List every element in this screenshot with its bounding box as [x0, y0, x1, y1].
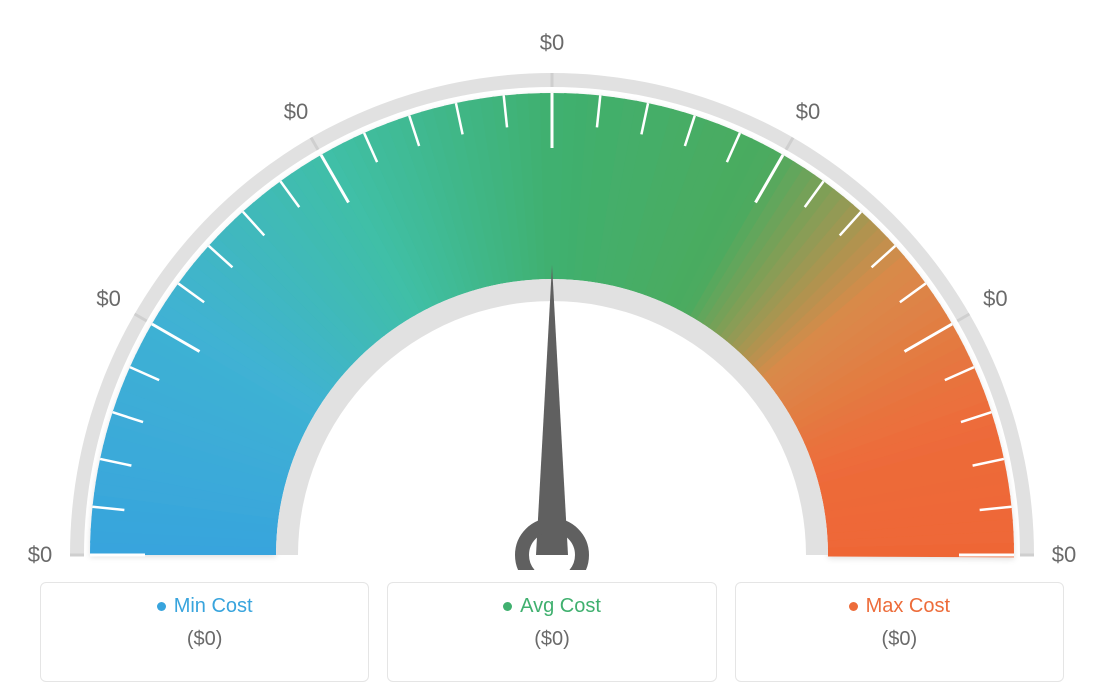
gauge-tick-label: $0 — [28, 542, 52, 568]
dot-icon — [849, 602, 858, 611]
legend-title-min: Min Cost — [157, 595, 253, 618]
gauge-tick-label: $0 — [1052, 542, 1076, 568]
legend-label: Min Cost — [174, 595, 253, 618]
legend-value: ($0) — [49, 628, 360, 651]
gauge-area: $0 $0 $0 $0 $0 $0 $0 — [0, 0, 1104, 570]
gauge-tick-label: $0 — [796, 99, 820, 125]
legend-card-max: Max Cost ($0) — [735, 582, 1064, 682]
gauge-tick-label: $0 — [96, 286, 120, 312]
gauge-infographic: $0 $0 $0 $0 $0 $0 $0 Min Cost ($0) Avg Cost ($… — [0, 0, 1104, 690]
gauge-tick-label: $0 — [983, 286, 1007, 312]
legend-card-min: Min Cost ($0) — [40, 582, 369, 682]
gauge-tick-label: $0 — [284, 99, 308, 125]
legend-title-avg: Avg Cost — [503, 595, 601, 618]
legend-value: ($0) — [396, 628, 707, 651]
gauge-svg — [0, 0, 1104, 570]
legend-value: ($0) — [744, 628, 1055, 651]
dot-icon — [503, 602, 512, 611]
legend-title-max: Max Cost — [849, 595, 950, 618]
legend-label: Avg Cost — [520, 595, 601, 618]
gauge-tick-label: $0 — [540, 30, 564, 56]
legend-card-avg: Avg Cost ($0) — [387, 582, 716, 682]
legend-row: Min Cost ($0) Avg Cost ($0) Max Cost ($0… — [40, 582, 1064, 682]
dot-icon — [157, 602, 166, 611]
legend-label: Max Cost — [866, 595, 950, 618]
